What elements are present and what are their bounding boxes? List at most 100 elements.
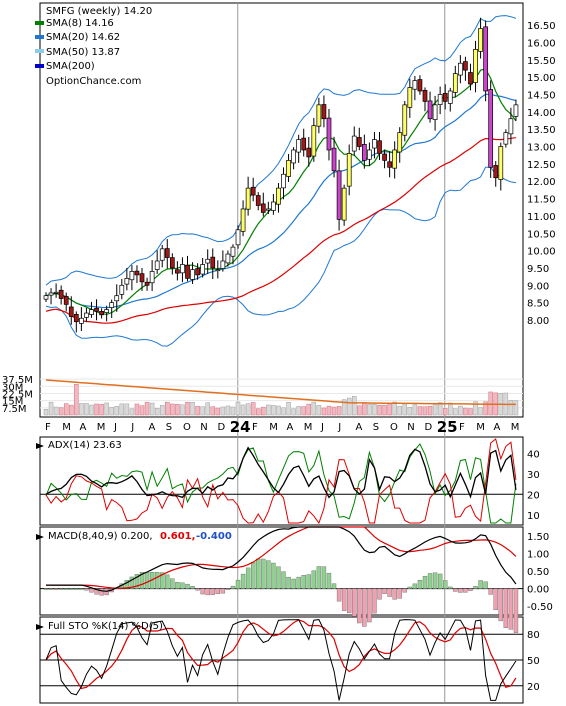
candle-body [513, 104, 519, 117]
volume-bar [210, 406, 216, 416]
macd-histogram-bar [200, 588, 205, 595]
month-label: S [166, 422, 172, 433]
volume-bar [240, 404, 246, 416]
candle-body [53, 291, 59, 294]
month-label: J [337, 422, 341, 433]
candle-body [124, 278, 130, 285]
price-tick-label: 11.00 [527, 212, 556, 223]
macd-histogram-bar [498, 588, 503, 622]
candle-body [301, 137, 307, 151]
volume-bar [463, 407, 468, 416]
volume-bar [468, 408, 473, 416]
month-label: F [459, 422, 465, 433]
candle-body [377, 140, 382, 154]
candle-body [190, 269, 195, 280]
candle-body [144, 281, 150, 286]
volume-bar [250, 402, 256, 416]
volume-bar [341, 399, 347, 416]
price-tick-label: 8.50 [527, 299, 549, 310]
macd-histogram-bar [301, 574, 306, 589]
price-tick-label: 9.50 [527, 264, 549, 275]
sto-label-arrow-icon [36, 624, 44, 630]
candle-body [260, 203, 266, 213]
sma20-line [45, 93, 517, 309]
macd-histogram-bar [210, 588, 215, 595]
month-label: N [200, 422, 207, 433]
watermark: OptionChance.com [46, 76, 141, 87]
adx-panel-frame [39, 436, 524, 526]
macd-histogram-bar [240, 573, 246, 589]
macd-histogram-bar [185, 583, 190, 589]
candle-body [104, 309, 109, 313]
macd-histogram-bar [417, 580, 423, 589]
volume-bar [458, 405, 463, 416]
macd-histogram-bar [271, 562, 276, 589]
price-tick-label: 15.50 [527, 56, 556, 67]
legend-sma200-swatch [35, 64, 44, 68]
sma8-line [45, 68, 517, 316]
macd-histogram-bar [326, 572, 332, 589]
candlesticks [43, 17, 519, 333]
volume-bar [185, 401, 190, 416]
macd-histogram-bar [256, 558, 261, 589]
macd-lines [40, 526, 523, 633]
volume-bar [422, 406, 428, 416]
volume-tick-label: 15M [2, 397, 23, 408]
macd-histogram-bar [488, 588, 493, 595]
macd-histogram-bar [341, 588, 347, 611]
volume-bar [109, 407, 114, 416]
candle-body [134, 270, 140, 276]
candle-body [286, 160, 291, 177]
legend-sma50: SMA(50) 13.87 [46, 47, 120, 58]
volume-bar [159, 405, 165, 416]
sto-tick-label: 20 [527, 682, 540, 693]
volume-bar [336, 406, 342, 416]
volume-average-line [45, 379, 516, 406]
price-tick-label: 9.00 [527, 281, 549, 292]
macd-histogram-bar [99, 588, 104, 596]
candle-body [230, 246, 236, 257]
volume-bar [306, 403, 312, 416]
macd-histogram-bar [448, 586, 453, 589]
macd-histogram-bar [89, 588, 94, 593]
volume-bar [58, 407, 64, 416]
month-label: A [80, 422, 87, 433]
macd-histogram-bar [427, 573, 433, 589]
volume-bar [190, 402, 195, 416]
volume-bar [165, 401, 170, 416]
volume-bar [89, 404, 94, 416]
year-label: 25 [437, 418, 458, 436]
candle-body [346, 153, 352, 187]
volume-bar [382, 405, 387, 416]
macd-histogram-bar [79, 588, 84, 590]
price-tick-label: 12.50 [527, 160, 556, 171]
macd-histogram-bar [53, 588, 59, 590]
candle-body [478, 28, 483, 52]
volume-bar [235, 401, 241, 416]
candle-body [452, 73, 458, 93]
macd-histogram-bar [493, 588, 498, 611]
macd-histogram-bar [473, 586, 478, 589]
candle-body [200, 264, 205, 275]
legend-ticker: SMFG (weekly) 14.20 [46, 6, 152, 17]
volume-tick-label: 22.5M [2, 389, 33, 400]
month-label: D [218, 422, 226, 433]
volume-bar [139, 405, 145, 416]
volume-bar [316, 405, 322, 416]
candle-body [281, 173, 286, 189]
macd-histogram-bar [397, 588, 402, 599]
volume-bar [134, 403, 140, 416]
volume-bar [220, 406, 226, 416]
macd-histogram-bar [478, 580, 483, 589]
macd-histogram-bar [402, 588, 407, 593]
candle-body [341, 187, 347, 221]
candle-body [372, 139, 377, 149]
volume-bar [357, 405, 362, 416]
price-tick-label: 14.00 [527, 108, 556, 119]
candle-body [205, 258, 211, 264]
candle-body [63, 296, 69, 305]
month-label: N [407, 422, 414, 433]
macd-histogram-bar [382, 588, 387, 594]
volume-bar [261, 406, 266, 416]
macd-histogram-bar [311, 570, 317, 589]
